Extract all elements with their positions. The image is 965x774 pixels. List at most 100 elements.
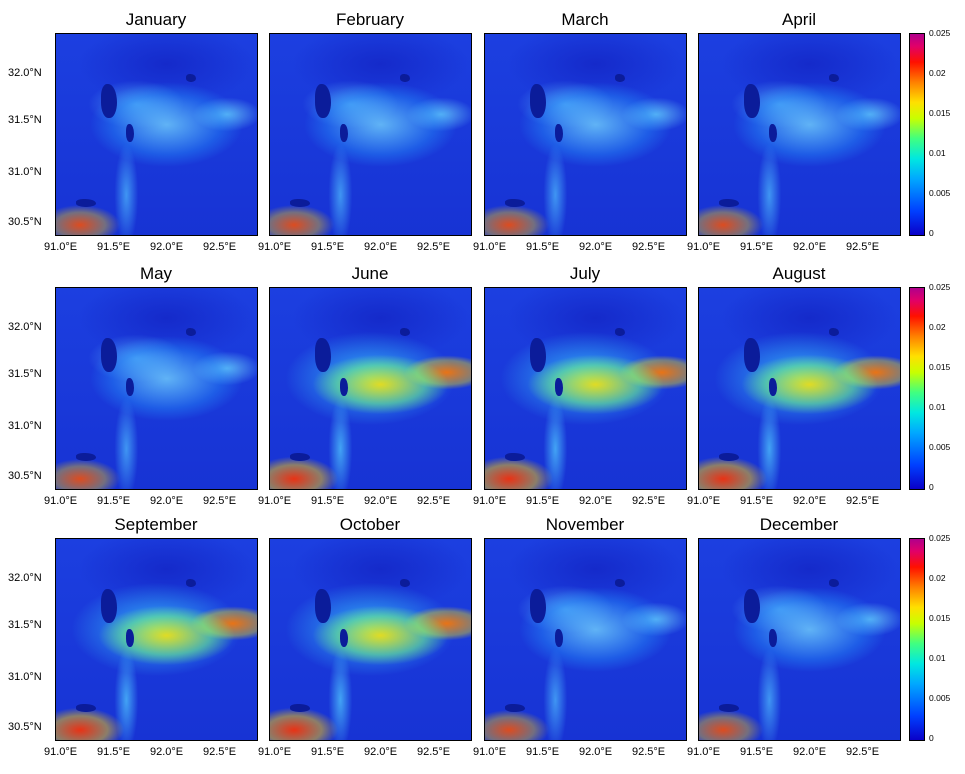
map-panel <box>269 538 472 741</box>
lon-tick-label: 92.0°E <box>150 495 184 507</box>
lon-tick-label: 91.0°E <box>687 495 721 507</box>
map-panel <box>484 287 687 490</box>
panel-title: July <box>569 264 601 283</box>
lake-feature <box>340 124 348 142</box>
panel-title: September <box>114 515 198 534</box>
lon-tick-label: 91.0°E <box>44 495 78 507</box>
lake-feature <box>555 378 563 396</box>
lake-feature <box>744 338 760 372</box>
colorbar-tick-label: 0.005 <box>929 188 951 198</box>
lake-feature <box>530 338 546 372</box>
lon-tick-label: 92.5°E <box>417 495 451 507</box>
lake-feature <box>186 74 196 82</box>
lake-feature <box>400 579 410 587</box>
colorbar-tick-label: 0.02 <box>929 322 946 332</box>
lat-tick-label: 30.5°N <box>8 216 42 228</box>
colorbar-tick-label: 0.005 <box>929 442 951 452</box>
lon-tick-label: 92.5°E <box>417 746 451 758</box>
colorbar-tick-label: 0.025 <box>929 282 951 292</box>
lat-tick-label: 31.5°N <box>8 368 42 380</box>
lat-tick-label: 31.5°N <box>8 619 42 631</box>
lon-tick-label: 92.0°E <box>579 495 613 507</box>
lake-feature <box>530 84 546 118</box>
lon-tick-label: 91.5°E <box>97 495 131 507</box>
lon-tick-label: 92.0°E <box>150 241 184 253</box>
lake-feature <box>290 704 310 712</box>
lake-feature <box>829 328 839 336</box>
lake-feature <box>186 579 196 587</box>
colorbar <box>909 538 925 741</box>
lake-feature <box>290 453 310 461</box>
lon-tick-label: 92.5°E <box>203 746 237 758</box>
lake-feature <box>315 84 331 118</box>
lon-tick-label: 91.5°E <box>740 746 774 758</box>
lake-feature <box>719 199 739 207</box>
lat-tick-label: 31.0°N <box>8 420 42 432</box>
lon-tick-label: 92.0°E <box>793 495 827 507</box>
lat-tick-label: 30.5°N <box>8 721 42 733</box>
lon-tick-label: 91.0°E <box>687 746 721 758</box>
lake-feature <box>615 328 625 336</box>
map-panel <box>55 33 258 236</box>
lon-tick-label: 91.0°E <box>473 495 507 507</box>
panel-title: March <box>561 10 609 29</box>
lon-tick-label: 92.0°E <box>793 746 827 758</box>
lon-tick-label: 91.0°E <box>258 241 292 253</box>
lon-tick-label: 91.5°E <box>526 241 560 253</box>
lake-feature <box>744 589 760 623</box>
lake-feature <box>505 199 525 207</box>
lon-tick-label: 91.0°E <box>44 241 78 253</box>
lake-feature <box>101 589 117 623</box>
lon-tick-label: 92.5°E <box>632 241 666 253</box>
lon-tick-label: 91.5°E <box>526 746 560 758</box>
lon-tick-label: 92.5°E <box>846 495 880 507</box>
colorbar-tick-label: 0.02 <box>929 573 946 583</box>
map-panel <box>55 287 258 490</box>
colorbar-tick-label: 0 <box>929 733 934 743</box>
lake-feature <box>315 589 331 623</box>
lake-feature <box>769 378 777 396</box>
colorbar-tick-label: 0.02 <box>929 68 946 78</box>
panel-title: December <box>759 515 839 534</box>
lon-tick-label: 91.0°E <box>258 495 292 507</box>
lat-tick-label: 32.0°N <box>8 321 42 333</box>
lake-feature <box>126 378 134 396</box>
lake-feature <box>555 629 563 647</box>
lat-tick-label: 31.0°N <box>8 671 42 683</box>
lon-tick-label: 91.5°E <box>526 495 560 507</box>
lake-feature <box>505 453 525 461</box>
lake-feature <box>126 629 134 647</box>
lake-feature <box>186 328 196 336</box>
map-panel <box>698 33 901 236</box>
panel-title: August <box>772 264 826 283</box>
colorbar-tick-label: 0.015 <box>929 613 951 623</box>
panel-title: January <box>125 10 187 29</box>
lake-feature <box>400 328 410 336</box>
map-panel <box>698 287 901 490</box>
lon-tick-label: 91.5°E <box>97 746 131 758</box>
panel-title: February <box>335 10 405 29</box>
panel-title: May <box>139 264 173 283</box>
colorbar-tick-label: 0.01 <box>929 653 946 663</box>
lat-tick-label: 31.0°N <box>8 166 42 178</box>
lon-tick-label: 92.5°E <box>632 495 666 507</box>
lon-tick-label: 91.5°E <box>97 241 131 253</box>
lon-tick-label: 91.5°E <box>311 495 345 507</box>
colorbar-tick-label: 0.015 <box>929 362 951 372</box>
lake-feature <box>290 199 310 207</box>
lon-tick-label: 92.0°E <box>150 746 184 758</box>
colorbar-tick-label: 0.015 <box>929 108 951 118</box>
colorbar-tick-label: 0.025 <box>929 28 951 38</box>
lake-feature <box>829 579 839 587</box>
map-panel <box>269 33 472 236</box>
lon-tick-label: 92.5°E <box>632 746 666 758</box>
lon-tick-label: 91.5°E <box>311 241 345 253</box>
colorbar-tick-label: 0 <box>929 482 934 492</box>
lat-tick-label: 31.5°N <box>8 114 42 126</box>
lon-tick-label: 91.0°E <box>44 746 78 758</box>
lon-tick-label: 92.5°E <box>203 241 237 253</box>
map-panel <box>484 33 687 236</box>
panel-title: October <box>339 515 401 534</box>
lake-feature <box>615 579 625 587</box>
lake-feature <box>769 124 777 142</box>
